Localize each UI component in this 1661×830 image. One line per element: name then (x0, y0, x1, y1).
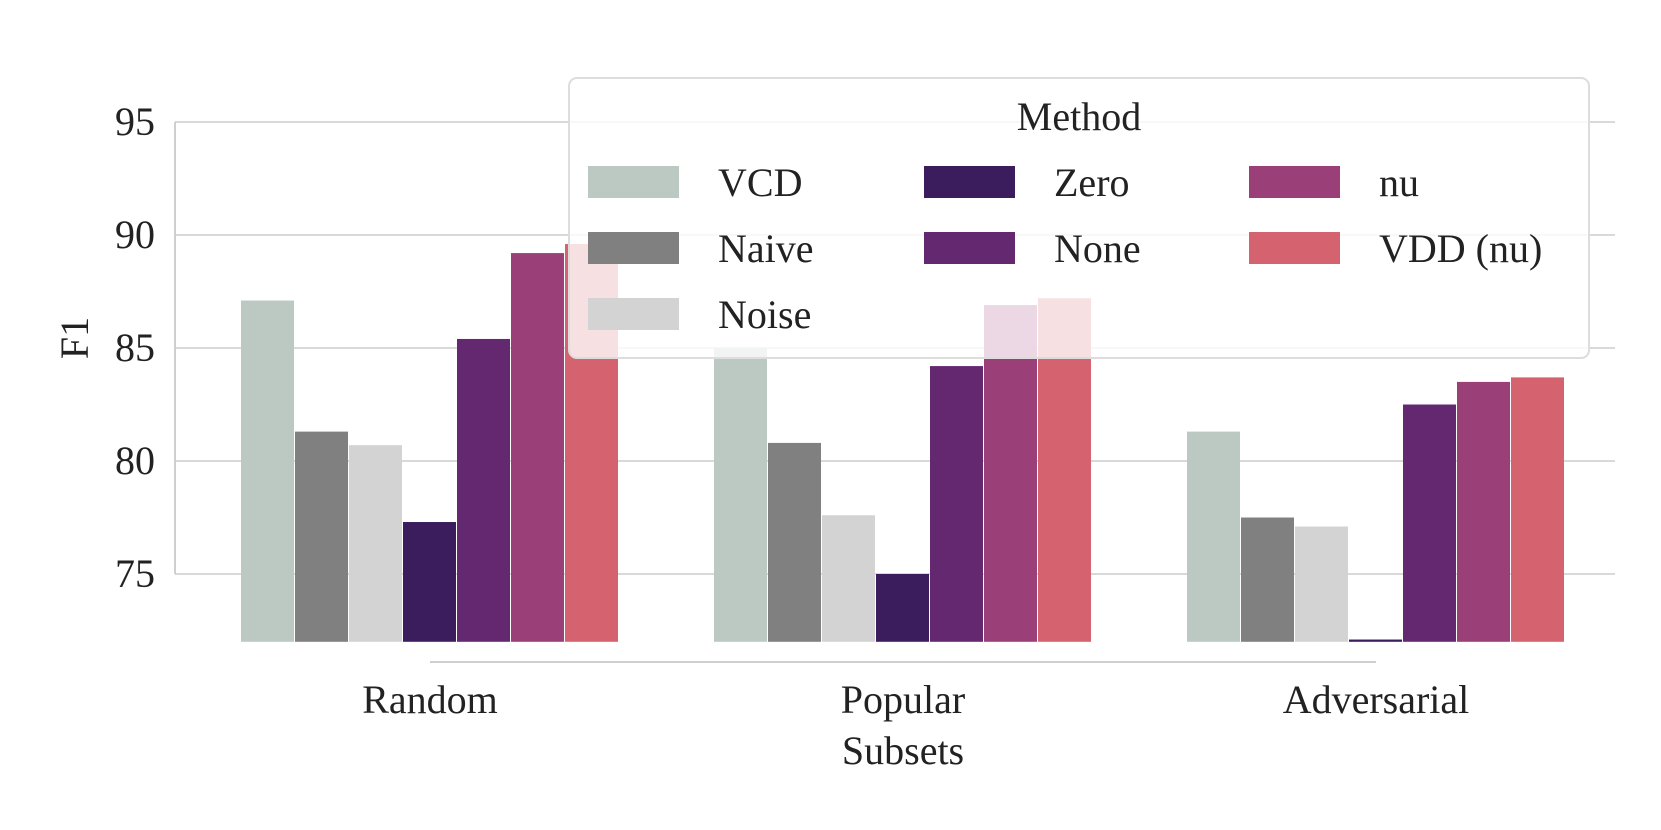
bar-zero-popular (876, 574, 929, 642)
legend-swatch (588, 166, 679, 198)
legend-swatch (924, 166, 1015, 198)
bar-noise-popular (822, 515, 875, 642)
bar-nu-popular (984, 305, 1037, 642)
axes (174, 122, 1376, 663)
x-tick-label-popular: Popular (841, 677, 965, 722)
legend-frame (568, 77, 1590, 359)
y-tick-label: 95 (115, 99, 155, 144)
legend-swatch (588, 232, 679, 264)
y-tick-label: 85 (115, 325, 155, 370)
legend-swatch (1249, 232, 1340, 264)
bar-zero-adversarial (1349, 639, 1402, 642)
bar-vdd-nu-adversarial (1511, 377, 1564, 642)
bar-vcd-adversarial (1187, 431, 1240, 642)
y-tick-label: 75 (115, 551, 155, 596)
legend-label: VCD (718, 160, 802, 205)
bar-naive-random (295, 431, 348, 642)
bar-noise-adversarial (1295, 526, 1348, 642)
bar-none-random (457, 338, 510, 642)
x-tick-label-random: Random (362, 677, 498, 722)
bar-zero-random (403, 522, 456, 642)
legend-label: Naive (718, 226, 814, 271)
legend-swatch (924, 232, 1015, 264)
y-axis-title: F1 (52, 317, 97, 359)
y-tick-label: 90 (115, 212, 155, 257)
x-axis-title: Subsets (842, 728, 964, 773)
bar-noise-random (349, 445, 402, 642)
bar-vcd-popular (714, 348, 767, 642)
bars (241, 244, 1564, 642)
legend-swatch (1249, 166, 1340, 198)
legend: Method VCD Naive Noise Zero None nu VDD (nu) (568, 77, 1590, 359)
tick-labels: 75 80 85 90 95 Random Popular Adversarial (115, 99, 1469, 722)
bar-naive-adversarial (1241, 517, 1294, 642)
bar-none-adversarial (1403, 404, 1456, 642)
bar-nu-random (511, 253, 564, 642)
bar-vcd-random (241, 300, 294, 642)
bar-none-popular (930, 366, 983, 642)
y-tick-label: 80 (115, 438, 155, 483)
legend-swatch (588, 298, 679, 330)
legend-label: Zero (1054, 160, 1130, 205)
legend-title: Method (1017, 94, 1141, 139)
legend-label: Noise (718, 292, 811, 337)
legend-label: VDD (nu) (1379, 226, 1542, 271)
legend-label: nu (1379, 160, 1419, 205)
x-tick-label-adversarial: Adversarial (1283, 677, 1470, 722)
bar-naive-popular (768, 442, 821, 642)
bar-nu-adversarial (1457, 381, 1510, 642)
legend-label: None (1054, 226, 1141, 271)
